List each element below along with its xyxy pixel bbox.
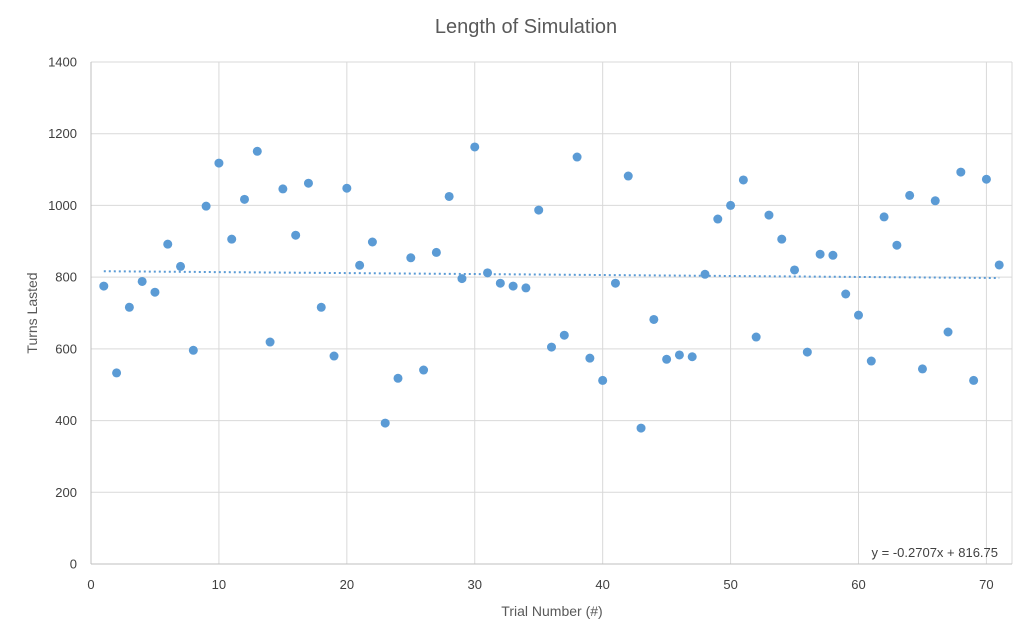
data-point <box>252 146 262 156</box>
data-point <box>636 423 646 433</box>
data-point <box>764 210 774 220</box>
y-tick-label: 1400 <box>48 55 77 70</box>
x-tick-label: 70 <box>979 577 993 592</box>
data-point <box>176 261 186 271</box>
trendline <box>103 270 1000 280</box>
y-tick-label: 1000 <box>48 198 77 213</box>
data-point <box>150 287 160 297</box>
axes <box>90 62 1012 565</box>
data-point <box>790 265 800 275</box>
data-point <box>674 350 684 360</box>
data-point <box>892 240 902 250</box>
data-point <box>380 418 390 428</box>
data-point <box>470 142 480 152</box>
data-point <box>726 200 736 210</box>
y-tick-label: 1200 <box>48 126 77 141</box>
data-point <box>905 190 915 200</box>
data-point <box>227 234 237 244</box>
data-point <box>610 278 620 288</box>
data-point <box>713 214 723 224</box>
data-point <box>240 194 249 204</box>
x-tick-label: 20 <box>340 577 354 592</box>
trendline-group <box>103 270 1000 280</box>
x-tick-label: 60 <box>851 577 865 592</box>
y-tick-label: 800 <box>55 270 77 285</box>
data-point <box>687 352 697 362</box>
x-tick-label: 40 <box>595 577 609 592</box>
data-point <box>483 268 493 278</box>
data-points <box>99 142 1004 433</box>
x-axis-label: Trial Number (#) <box>501 603 602 619</box>
data-point <box>521 283 531 293</box>
data-point <box>815 249 825 259</box>
data-point <box>355 260 365 270</box>
y-tick-label: 0 <box>70 557 77 572</box>
data-point <box>508 281 518 291</box>
y-tick-label: 400 <box>55 413 77 428</box>
y-axis-label: Turns Lasted <box>24 272 40 353</box>
data-point <box>956 167 966 177</box>
y-tick-label: 200 <box>55 485 77 500</box>
chart-title: Length of Simulation <box>435 16 617 38</box>
data-point <box>969 375 979 385</box>
data-point <box>444 191 454 201</box>
data-point <box>278 184 288 194</box>
data-point <box>930 196 940 206</box>
data-point <box>585 353 595 363</box>
data-point <box>547 342 556 352</box>
data-point <box>559 330 569 340</box>
data-point <box>841 289 851 299</box>
y-tick-label: 600 <box>55 341 77 356</box>
data-point <box>649 314 659 324</box>
data-point <box>943 327 953 337</box>
data-point <box>866 356 876 366</box>
data-point <box>572 152 582 162</box>
data-point <box>163 239 173 249</box>
data-point <box>738 175 748 185</box>
data-point <box>598 375 608 385</box>
x-tick-label: 10 <box>212 577 226 592</box>
data-point <box>534 205 544 215</box>
x-tick-label: 0 <box>87 577 94 592</box>
data-point <box>265 337 275 347</box>
data-point <box>214 158 224 168</box>
data-point <box>316 302 326 312</box>
data-point <box>201 201 211 211</box>
data-point <box>188 345 198 355</box>
data-point <box>99 281 109 291</box>
data-point <box>329 351 339 361</box>
data-point <box>291 230 301 240</box>
trendline-equation: y = -0.2707x + 816.75 <box>872 545 998 560</box>
data-point <box>112 368 122 378</box>
data-point <box>700 269 710 279</box>
data-point <box>431 247 441 257</box>
data-point <box>124 302 134 312</box>
data-point <box>406 253 416 263</box>
data-point <box>137 276 147 286</box>
x-tick-label: 50 <box>723 577 737 592</box>
data-point <box>367 237 377 247</box>
data-point <box>393 373 403 383</box>
tick-labels: 0 200 400 600 800 1000 1200 1400 0 10 20 30 40 50 60 70 <box>48 55 994 593</box>
data-point <box>342 183 352 193</box>
data-point <box>751 332 761 342</box>
data-point <box>303 178 313 188</box>
grid <box>91 61 1013 564</box>
data-point <box>802 347 812 357</box>
data-point <box>917 364 927 374</box>
data-point <box>662 354 672 364</box>
data-point <box>981 174 991 184</box>
data-point <box>828 250 838 260</box>
data-point <box>419 365 429 375</box>
data-point <box>457 274 467 284</box>
data-point <box>854 310 863 320</box>
data-point <box>879 212 889 222</box>
data-point <box>495 278 505 288</box>
data-point <box>623 171 633 181</box>
x-tick-label: 30 <box>468 577 482 592</box>
data-point <box>777 234 787 244</box>
data-point <box>994 260 1004 270</box>
